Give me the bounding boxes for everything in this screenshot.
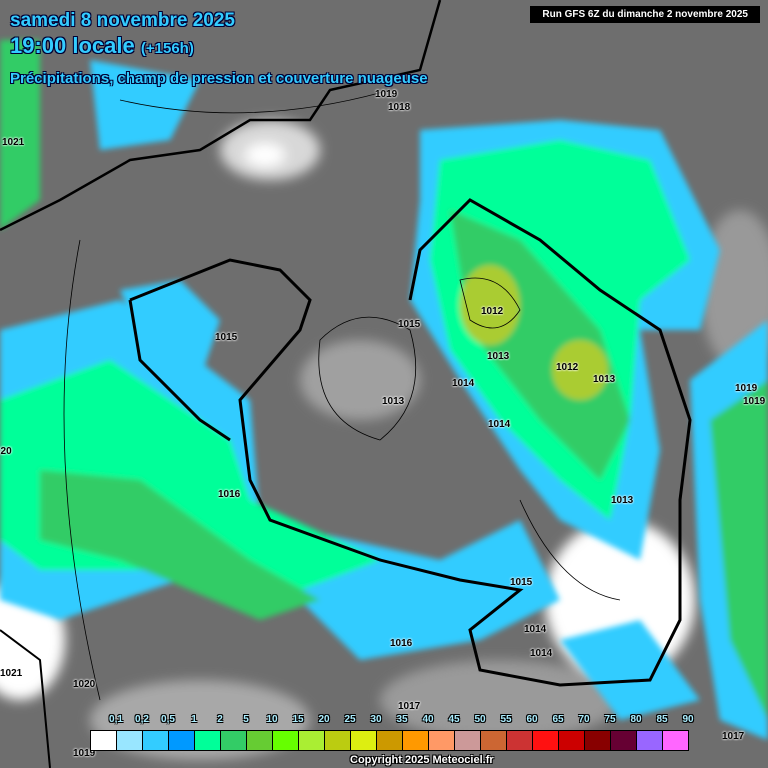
precipitation-legend: [90, 730, 689, 751]
isobar-label: 020: [0, 446, 12, 457]
isobar-label: 1016: [218, 489, 241, 500]
isobar-label: 1013: [593, 374, 616, 385]
legend-label: 25: [344, 714, 356, 725]
isobar-label: 1014: [524, 624, 547, 635]
legend-label: 50: [474, 714, 486, 725]
local-time: 19:00 locale: [10, 33, 135, 58]
legend-swatch: [403, 731, 429, 750]
legend-label: 15: [292, 714, 304, 725]
isobar-label: 1013: [487, 351, 510, 362]
legend-swatch: [611, 731, 637, 750]
legend-swatch: [117, 731, 143, 750]
legend-swatch: [221, 731, 247, 750]
legend-label: 70: [578, 714, 590, 725]
isobar-label: 1020: [73, 679, 96, 690]
isobar-label: 1016: [390, 638, 413, 649]
legend-swatch: [247, 731, 273, 750]
legend-label: 2: [217, 714, 223, 725]
legend-label: 90: [682, 714, 694, 725]
isobar-label: 1017: [398, 701, 421, 712]
legend-label: 0,2: [135, 714, 149, 725]
product-title: Précipitations, champ de pression et cou…: [10, 70, 428, 87]
legend-swatch: [273, 731, 299, 750]
isobar-label: 1019: [73, 748, 96, 759]
legend-swatch: [299, 731, 325, 750]
legend-label: 75: [604, 714, 616, 725]
isobar-label: 1013: [611, 495, 634, 506]
legend-swatch: [143, 731, 169, 750]
legend-label: 65: [552, 714, 564, 725]
legend-swatch: [533, 731, 559, 750]
isobar-label: 1021: [0, 668, 23, 679]
isobar-label: 1017: [722, 731, 745, 742]
legend-label: 0,1: [109, 714, 123, 725]
lead-time: (+156h): [140, 40, 194, 57]
isobar-label: 1015: [510, 577, 533, 588]
borders-isobars: [0, 0, 692, 768]
legend-swatch: [663, 731, 688, 750]
legend-label: 0,5: [161, 714, 175, 725]
isobar-label: 1013: [382, 396, 405, 407]
isobar-label: 1012: [556, 362, 579, 373]
legend-swatch: [325, 731, 351, 750]
legend-label: 80: [630, 714, 642, 725]
legend-label: 60: [526, 714, 538, 725]
legend-swatch: [91, 731, 117, 750]
legend-swatch: [481, 731, 507, 750]
legend-swatch: [637, 731, 663, 750]
legend-label: 35: [396, 714, 408, 725]
isobar-label: 1014: [452, 378, 475, 389]
legend-label: 30: [370, 714, 382, 725]
isobar-label: 1019: [375, 89, 398, 100]
legend-swatch: [455, 731, 481, 750]
legend-label: 55: [500, 714, 512, 725]
legend-swatch: [559, 731, 585, 750]
forecast-date: samedi 8 novembre 2025: [10, 10, 235, 31]
legend-swatch: [195, 731, 221, 750]
isobar-label: 1014: [488, 419, 511, 430]
isobar-label: 1021: [2, 137, 25, 148]
forecast-time: 19:00 locale (+156h): [10, 33, 194, 59]
legend-label: 85: [656, 714, 668, 725]
legend-label: 5: [243, 714, 249, 725]
legend-label: 45: [448, 714, 460, 725]
legend-swatch: [585, 731, 611, 750]
isobar-label: 1018: [388, 102, 411, 113]
isobar-label: 1019: [735, 383, 758, 394]
legend-swatch: [507, 731, 533, 750]
run-label: Run GFS 6Z du dimanche 2 novembre 2025: [530, 6, 760, 23]
legend-label: 20: [318, 714, 330, 725]
isobar-label: 1014: [530, 648, 553, 659]
legend-swatch: [429, 731, 455, 750]
legend-label: 1: [191, 714, 197, 725]
legend-labels: 0,1 0,2 0,5 1 2 5 10 15 20 25 30 35 40 45 50 55 60 65 70 75…: [90, 714, 694, 728]
precipitation-areas: [0, 40, 768, 740]
legend-swatch: [351, 731, 377, 750]
legend-swatch: [169, 731, 195, 750]
copyright: Copyright 2025 Meteociel.fr: [350, 754, 494, 766]
isobar-label: 1015: [215, 332, 238, 343]
isobar-label: 1012: [481, 306, 504, 317]
legend-label: 10: [266, 714, 278, 725]
isobar-label: 1019: [743, 396, 766, 407]
legend-swatch: [377, 731, 403, 750]
isobar-label: 1015: [398, 319, 421, 330]
legend-label: 40: [422, 714, 434, 725]
